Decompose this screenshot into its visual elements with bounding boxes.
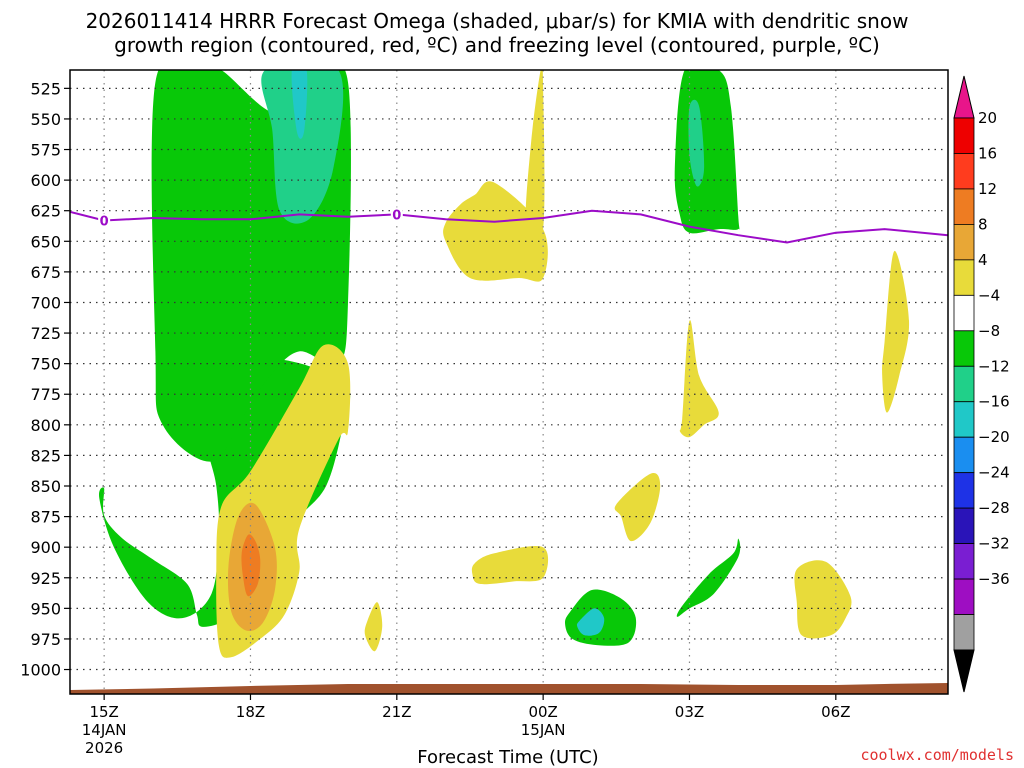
colorbar-swatch-5 <box>953 294 975 332</box>
y-tick-label-700: 700 <box>30 293 61 312</box>
chart-title-line1: 2026011414 HRRR Forecast Omega (shaded, … <box>86 9 909 33</box>
ground-surface <box>70 683 948 694</box>
y-tick-label-675: 675 <box>30 263 61 282</box>
colorbar-label: −24 <box>978 464 1010 482</box>
omega-shaded-layer <box>98 70 910 658</box>
y-tick-label-875: 875 <box>30 508 61 527</box>
y-tick-label-775: 775 <box>30 385 61 404</box>
freezing-label-bg <box>98 213 111 228</box>
y-tick-label-1000: 1000 <box>20 661 61 680</box>
colorbar-swatch-8 <box>953 401 975 438</box>
y-tick-label-650: 650 <box>30 232 61 251</box>
grid-lines <box>70 70 948 694</box>
freezing-level-line <box>70 209 948 244</box>
colorbar-label: −12 <box>978 357 1010 375</box>
x-tick-label-00Z: 00Z <box>528 703 557 721</box>
colorbar-label: −4 <box>978 286 1000 304</box>
colorbar-swatch-9 <box>953 436 975 474</box>
freezing-label-bg <box>390 207 403 222</box>
credit-text: coolwx.com/models <box>860 746 1014 764</box>
y-tick-label-725: 725 <box>30 324 61 343</box>
freezing-level-label: 0 <box>392 208 401 223</box>
freezing-level-label: 0 <box>100 214 109 229</box>
ground-fill <box>70 683 948 694</box>
colorbar-swatch-13 <box>953 578 975 615</box>
y-tick-label-750: 750 <box>30 355 61 374</box>
colorbar-swatch-4 <box>953 259 975 296</box>
x-tick-label-15Z: 15Z <box>89 703 118 721</box>
x-tick-label-06Z: 06Z <box>821 703 850 721</box>
colorbar-swatch-2 <box>953 188 975 225</box>
colorbar-top-arrow <box>953 75 975 119</box>
colorbar: 20 16 12 8 4 −4 −8 −12 −16 −20 −24 −28 −32 −36 <box>953 75 1010 693</box>
omega-region-4 <box>674 70 741 234</box>
y-tick-label-950: 950 <box>30 599 61 618</box>
colorbar-swatch-1 <box>953 153 975 190</box>
colorbar-label: 20 <box>978 109 997 127</box>
colorbar-swatch-0 <box>953 117 975 154</box>
x-tick-date: 15JAN <box>521 721 566 739</box>
x-tick-date: 14JAN <box>82 721 127 739</box>
colorbar-label: 8 <box>978 215 988 233</box>
omega-region-17 <box>679 320 719 438</box>
colorbar-label: −8 <box>978 322 1000 340</box>
omega-region-3 <box>291 70 308 139</box>
omega-region-19 <box>882 250 910 413</box>
x-tick-label-18Z: 18Z <box>236 703 265 721</box>
x-tick-year: 2026 <box>85 739 123 757</box>
colorbar-label: −32 <box>978 535 1010 553</box>
y-tick-label-850: 850 <box>30 477 61 496</box>
colorbar-swatch-3 <box>953 223 975 261</box>
colorbar-label: 4 <box>978 251 988 269</box>
omega-region-8 <box>676 538 741 617</box>
omega-region-15 <box>471 545 549 585</box>
y-tick-label-625: 625 <box>30 202 61 221</box>
colorbar-swatch-14 <box>953 614 975 651</box>
colorbar-swatch-10 <box>953 472 975 509</box>
colorbar-label: −28 <box>978 499 1010 517</box>
chart-title-line2: growth region (contoured, red, ºC) and f… <box>114 33 880 57</box>
colorbar-label: −36 <box>978 570 1010 588</box>
plot-frame <box>69 69 949 695</box>
colorbar-swatch-12 <box>953 543 975 580</box>
omega-region-7 <box>576 608 605 636</box>
y-tick-label-975: 975 <box>30 630 61 649</box>
colorbar-swatch-11 <box>953 507 975 544</box>
y-tick-label-550: 550 <box>30 110 61 129</box>
y-tick-label-825: 825 <box>30 446 61 465</box>
x-tick-label-03Z: 03Z <box>675 703 704 721</box>
omega-region-2 <box>261 70 344 224</box>
omega-region-16 <box>614 473 661 542</box>
colorbar-label: −16 <box>978 393 1010 411</box>
y-tick-label-900: 900 <box>30 538 61 557</box>
omega-region-5 <box>688 99 705 187</box>
omega-region-13 <box>443 181 548 282</box>
colorbar-label: 12 <box>978 180 997 198</box>
x-axis-title: Forecast Time (UTC) <box>417 747 598 768</box>
y-tick-label-925: 925 <box>30 569 61 588</box>
y-tick-label-575: 575 <box>30 141 61 160</box>
y-tick-label-525: 525 <box>30 79 61 98</box>
colorbar-swatch-6 <box>953 330 975 367</box>
x-tick-label-21Z: 21Z <box>382 703 411 721</box>
omega-region-12 <box>364 602 383 652</box>
colorbar-bottom-arrow <box>953 649 975 693</box>
omega-region-18 <box>794 560 852 639</box>
y-tick-label-800: 800 <box>30 416 61 435</box>
colorbar-swatch-7 <box>953 365 975 403</box>
y-axis-ticks: 525 550 575 600 625 650 675 700 725 750 775 800 825 8… <box>20 79 70 680</box>
colorbar-label: 16 <box>978 144 997 162</box>
y-tick-label-600: 600 <box>30 171 61 190</box>
omega-region-14 <box>525 70 545 244</box>
colorbar-label: −20 <box>978 428 1010 446</box>
